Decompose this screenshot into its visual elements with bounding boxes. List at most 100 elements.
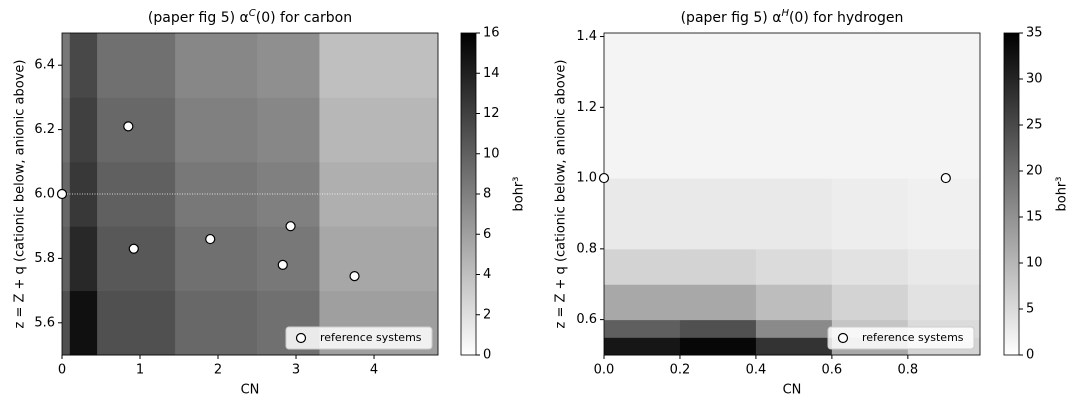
x-axis-label: CN: [241, 383, 260, 398]
heatmap-cell: [679, 178, 757, 250]
heatmap-cell: [755, 248, 833, 285]
colorbar-tick-label: 12: [483, 106, 500, 121]
reference-point: [56, 188, 68, 200]
reference-point: [349, 271, 360, 282]
colorbar-tick-label: 14: [483, 66, 500, 81]
heatmap-cell: [679, 284, 757, 321]
heatmap-cell: [69, 226, 98, 292]
reference-point: [277, 259, 288, 270]
colorbar: [1003, 32, 1020, 356]
heatmap-cell: [257, 97, 320, 163]
colorbar-tick-label: 30: [1026, 72, 1043, 87]
reference-point: [940, 172, 951, 184]
heatmap-cell: [319, 33, 439, 98]
heatmap-cell: [907, 178, 981, 250]
colorbar-label: bohr³: [512, 176, 527, 211]
colorbar-tick-label: 10: [483, 146, 500, 161]
reference-point: [285, 221, 296, 232]
y-tick-label: 1.4: [576, 29, 597, 44]
legend-box: [285, 326, 433, 350]
title-part: C: [249, 8, 256, 19]
reference-point: [123, 121, 134, 132]
heatmap-cell: [679, 248, 757, 285]
x-tick-label: 3: [292, 363, 300, 378]
chart-title: (paper fig 5) αC(0) for carbon: [148, 8, 352, 27]
title-part: H: [781, 8, 789, 19]
reference-point: [598, 172, 610, 184]
heatmap-cell: [604, 248, 681, 285]
y-tick-label: 1.0: [576, 171, 597, 186]
heatmap-cell: [604, 319, 681, 338]
heatmap-cell: [604, 337, 681, 356]
colorbar-tick-label: 5: [1026, 302, 1034, 317]
colorbar-tick-label: 25: [1026, 118, 1043, 133]
heatmap-cell: [257, 33, 320, 98]
colorbar-tick-label: 8: [483, 187, 491, 202]
heatmap-cell: [69, 97, 98, 163]
heatmap-cell: [62, 226, 71, 292]
y-tick-label: 1.2: [576, 100, 597, 115]
heatmap-cell: [175, 97, 258, 163]
y-axis-label: z = Z + q (cationic below, anionic above…: [554, 60, 569, 329]
heatmap-cell: [679, 337, 757, 356]
heatmap-cell: [679, 33, 757, 179]
heatmap-cell: [97, 226, 176, 292]
x-axis-label: CN: [783, 383, 802, 398]
colorbar-label: bohr³: [1055, 176, 1070, 211]
heatmap-cell: [755, 178, 833, 250]
heatmap-cell: [97, 33, 176, 98]
heatmap-cell: [257, 226, 320, 292]
heatmap-cell: [69, 290, 98, 356]
heatmap-cell: [831, 248, 909, 285]
heatmap-cell: [604, 33, 681, 179]
heatmap-cell: [319, 226, 439, 292]
legend-label: reference systems: [862, 331, 964, 344]
heatmap-cell: [831, 178, 909, 250]
heatmap-cell: [97, 97, 176, 163]
heatmap-cell: [755, 319, 833, 338]
heatmap-cell: [175, 226, 258, 292]
colorbar-tick-label: 2: [483, 307, 491, 322]
x-tick-label: 2: [214, 363, 222, 378]
heatmap-cell: [175, 161, 258, 227]
legend-box: [827, 326, 975, 350]
heatmap-cell: [69, 33, 98, 98]
chart-title: (paper fig 5) αH(0) for hydrogen: [681, 8, 904, 27]
title-part: (paper fig 5) α: [681, 10, 782, 26]
x-tick-label: 0.0: [594, 363, 615, 378]
heatmap-cell: [907, 248, 981, 285]
axes-frame: [603, 32, 981, 356]
x-tick-label: 0.6: [822, 363, 843, 378]
heatmap-cell: [907, 284, 981, 321]
heatmap-cell: [679, 319, 757, 338]
heatmap-cell: [831, 33, 909, 179]
heatmap-cell: [62, 97, 71, 163]
heatmap-cell: [175, 290, 258, 356]
x-tick-label: 1: [136, 363, 144, 378]
colorbar-tick-label: 6: [483, 227, 491, 242]
y-tick-label: 0.8: [576, 241, 597, 256]
x-tick-label: 0.8: [897, 363, 918, 378]
x-tick-label: 0: [58, 363, 66, 378]
heatmap-cell: [604, 284, 681, 321]
heatmap-cell: [62, 290, 71, 356]
y-axis-label: z = Z + q (cationic below, anionic above…: [13, 60, 28, 329]
heatmap-cell: [831, 284, 909, 321]
heatmap-cell: [755, 337, 833, 356]
y-tick-label: 6.2: [34, 122, 55, 137]
legend-marker: [837, 332, 849, 344]
heatmap-cell: [907, 33, 981, 179]
heatmap-cell: [62, 33, 71, 98]
heatmap-cell: [97, 290, 176, 356]
colorbar-tick-label: 0: [483, 348, 491, 363]
heatmap-cell: [319, 97, 439, 163]
legend-label: reference systems: [320, 331, 422, 344]
y-tick-label: 5.8: [34, 251, 55, 266]
heatmap-cell: [755, 284, 833, 321]
reference-point: [205, 233, 216, 245]
y-tick-label: 6.4: [34, 58, 55, 73]
colorbar-tick-label: 16: [483, 26, 500, 41]
reference-point: [128, 243, 139, 254]
colorbar: [460, 32, 477, 356]
